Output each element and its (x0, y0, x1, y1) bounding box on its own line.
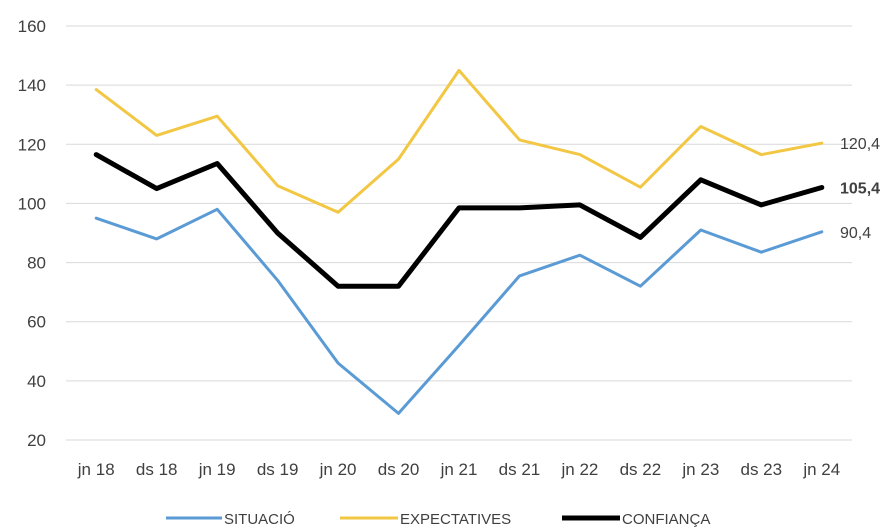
x-tick-label: jn 22 (560, 460, 598, 479)
x-tick-label: jn 24 (802, 460, 840, 479)
y-tick-label: 100 (18, 194, 46, 213)
x-tick-label: jn 20 (319, 460, 357, 479)
y-tick-label: 40 (27, 372, 46, 391)
series-line-expectatives (94, 68, 824, 214)
x-tick-label: jn 18 (77, 460, 115, 479)
y-tick-label: 20 (27, 431, 46, 450)
y-tick-label: 120 (18, 135, 46, 154)
x-tick-label: ds 21 (499, 460, 541, 479)
legend-label: CONFIANÇA (622, 511, 710, 528)
end-label: 120,4 (840, 136, 880, 153)
x-axis-ticks: jn 18 ds 18 jn 19 ds 19 jn 20 ds 20 jn 21 ds 21… (77, 460, 840, 479)
series-line-situació (94, 207, 824, 415)
x-tick-label: ds 20 (378, 460, 420, 479)
x-tick-label: ds 19 (257, 460, 299, 479)
y-tick-label: 140 (18, 76, 46, 95)
legend-label: SITUACIÓ (224, 511, 295, 528)
end-label: 105,4 (840, 180, 880, 197)
y-tick-label: 80 (27, 254, 46, 273)
x-tick-label: jn 19 (198, 460, 236, 479)
y-tick-label: 60 (27, 313, 46, 332)
x-tick-label: ds 23 (741, 460, 783, 479)
series-line-confiança (93, 152, 825, 289)
x-tick-label: jn 23 (681, 460, 719, 479)
series-lines (93, 68, 825, 415)
y-axis-ticks: 20 40 60 80 100 120 140 160 (18, 17, 46, 450)
x-tick-label: ds 18 (136, 460, 178, 479)
end-label: 90,4 (840, 225, 871, 242)
end-labels: 90,4 120,4 105,4 (840, 136, 880, 242)
x-tick-label: ds 22 (620, 460, 662, 479)
legend-label: EXPECTATIVES (400, 511, 511, 528)
gridlines (66, 25, 852, 441)
legend: SITUACIÓ EXPECTATIVES CONFIANÇA (166, 511, 710, 528)
y-tick-label: 160 (18, 17, 46, 36)
x-tick-label: jn 21 (440, 460, 478, 479)
